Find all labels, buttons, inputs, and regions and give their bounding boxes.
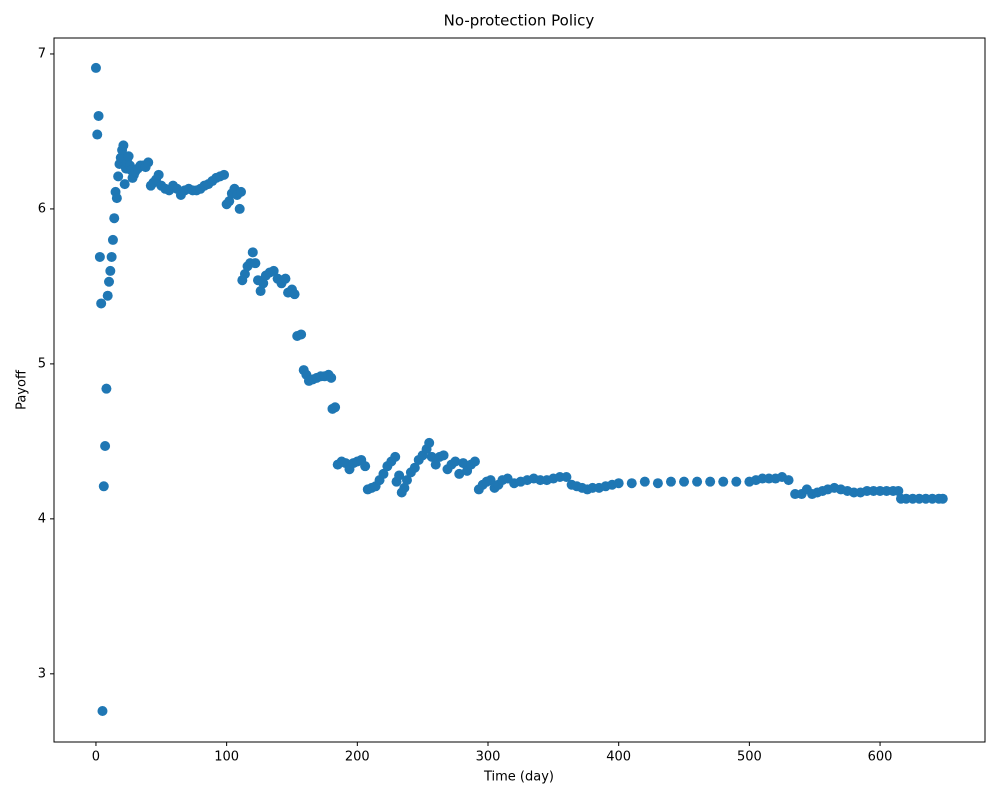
y-tick-label: 3	[38, 666, 46, 681]
point	[268, 265, 279, 276]
point	[289, 289, 300, 300]
point	[458, 458, 469, 469]
point	[105, 265, 116, 276]
point	[426, 451, 437, 462]
point	[239, 269, 250, 280]
point	[143, 157, 154, 168]
point	[652, 478, 663, 489]
point	[401, 475, 412, 486]
point	[107, 234, 118, 245]
x-tick-label: 300	[476, 750, 501, 765]
point	[102, 290, 113, 301]
point	[100, 441, 111, 452]
point	[224, 196, 235, 207]
point	[561, 472, 572, 483]
point	[250, 258, 261, 269]
point	[469, 456, 480, 467]
point	[104, 276, 115, 287]
x-tick-label: 400	[606, 750, 631, 765]
point	[118, 140, 129, 151]
point	[326, 372, 337, 383]
point	[113, 171, 124, 182]
point	[234, 203, 245, 214]
point	[893, 485, 904, 496]
point	[97, 706, 108, 717]
point	[705, 476, 716, 487]
point	[119, 179, 130, 190]
point	[101, 383, 112, 394]
point	[360, 461, 371, 472]
point	[692, 476, 703, 487]
point	[718, 476, 729, 487]
point	[90, 62, 101, 73]
point	[123, 151, 134, 162]
point	[679, 476, 690, 487]
point	[454, 468, 465, 479]
point	[93, 110, 104, 121]
point	[394, 470, 405, 481]
point	[378, 468, 389, 479]
point	[98, 481, 109, 492]
x-tick-label: 100	[214, 750, 239, 765]
point	[665, 476, 676, 487]
point	[731, 476, 742, 487]
point	[258, 278, 269, 289]
y-tick-label: 4	[38, 511, 46, 526]
point	[236, 186, 247, 197]
point	[106, 251, 117, 262]
point	[399, 482, 410, 493]
point	[639, 476, 650, 487]
point	[485, 475, 496, 486]
x-tick-label: 200	[345, 750, 370, 765]
point	[424, 437, 435, 448]
point	[109, 213, 120, 224]
point	[390, 451, 401, 462]
point	[153, 169, 164, 180]
x-axis-label: Time (day)	[483, 770, 554, 785]
x-tick-label: 0	[92, 750, 100, 765]
y-tick-label: 6	[38, 201, 46, 216]
point	[96, 298, 107, 309]
y-axis-label: Payoff	[15, 369, 30, 410]
x-tick-label: 500	[737, 750, 762, 765]
point	[438, 450, 449, 461]
point	[330, 402, 341, 413]
plot-frame	[53, 37, 986, 743]
point	[450, 456, 461, 467]
point	[219, 169, 230, 180]
point	[94, 251, 105, 262]
x-tick-label: 600	[868, 750, 893, 765]
y-tick-label: 5	[38, 356, 46, 371]
point	[247, 247, 258, 258]
point	[111, 193, 122, 204]
point	[296, 329, 307, 340]
y-tick-label: 7	[38, 46, 46, 61]
point	[430, 459, 441, 470]
point	[255, 286, 266, 297]
point	[626, 478, 637, 489]
point	[92, 129, 103, 140]
point	[280, 273, 291, 284]
chart-title: No-protection Policy	[444, 12, 595, 30]
point	[409, 462, 420, 473]
point	[613, 478, 624, 489]
point	[937, 493, 948, 504]
point	[783, 475, 794, 486]
